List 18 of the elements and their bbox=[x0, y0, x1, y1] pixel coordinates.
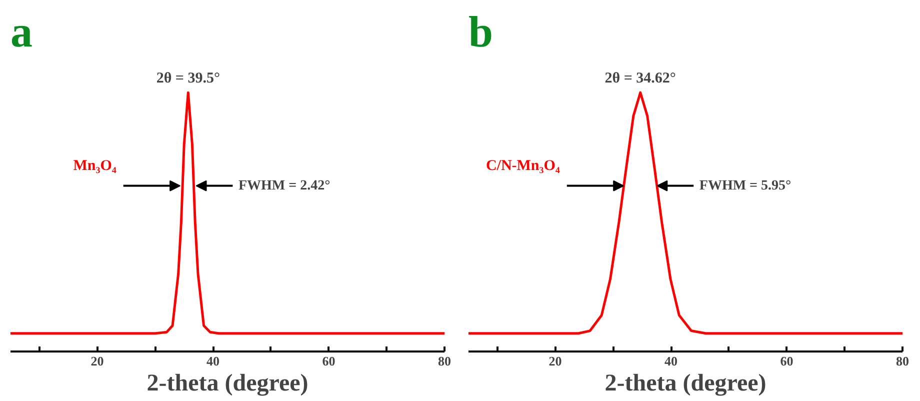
x-tick-label: 20 bbox=[90, 354, 104, 368]
x-axis-title: 2-theta (degree) bbox=[146, 370, 308, 396]
text: Mn₃O₄ bbox=[73, 158, 117, 174]
chart-title: b bbox=[468, 8, 493, 56]
text: C/N-Mn₃O₄ bbox=[486, 158, 560, 174]
x-tick-label: 80 bbox=[438, 354, 451, 368]
annotation: 2θ = 34.62° bbox=[604, 70, 676, 87]
x-tick-label: 20 bbox=[548, 354, 562, 368]
x-tick-label: 80 bbox=[896, 354, 909, 368]
annotation: FWHM = 5.95° bbox=[699, 178, 792, 194]
annotation: 2θ = 39.5° bbox=[156, 70, 220, 87]
chart-title: a bbox=[10, 8, 32, 56]
x-tick-label: 60 bbox=[780, 354, 794, 368]
x-tick-label: 40 bbox=[206, 354, 220, 368]
annotation: FWHM = 2.42° bbox=[238, 178, 330, 194]
x-tick-label: 60 bbox=[322, 354, 336, 368]
x-axis-title: 2-theta (degree) bbox=[604, 370, 766, 396]
x-tick-label: 40 bbox=[664, 354, 678, 368]
